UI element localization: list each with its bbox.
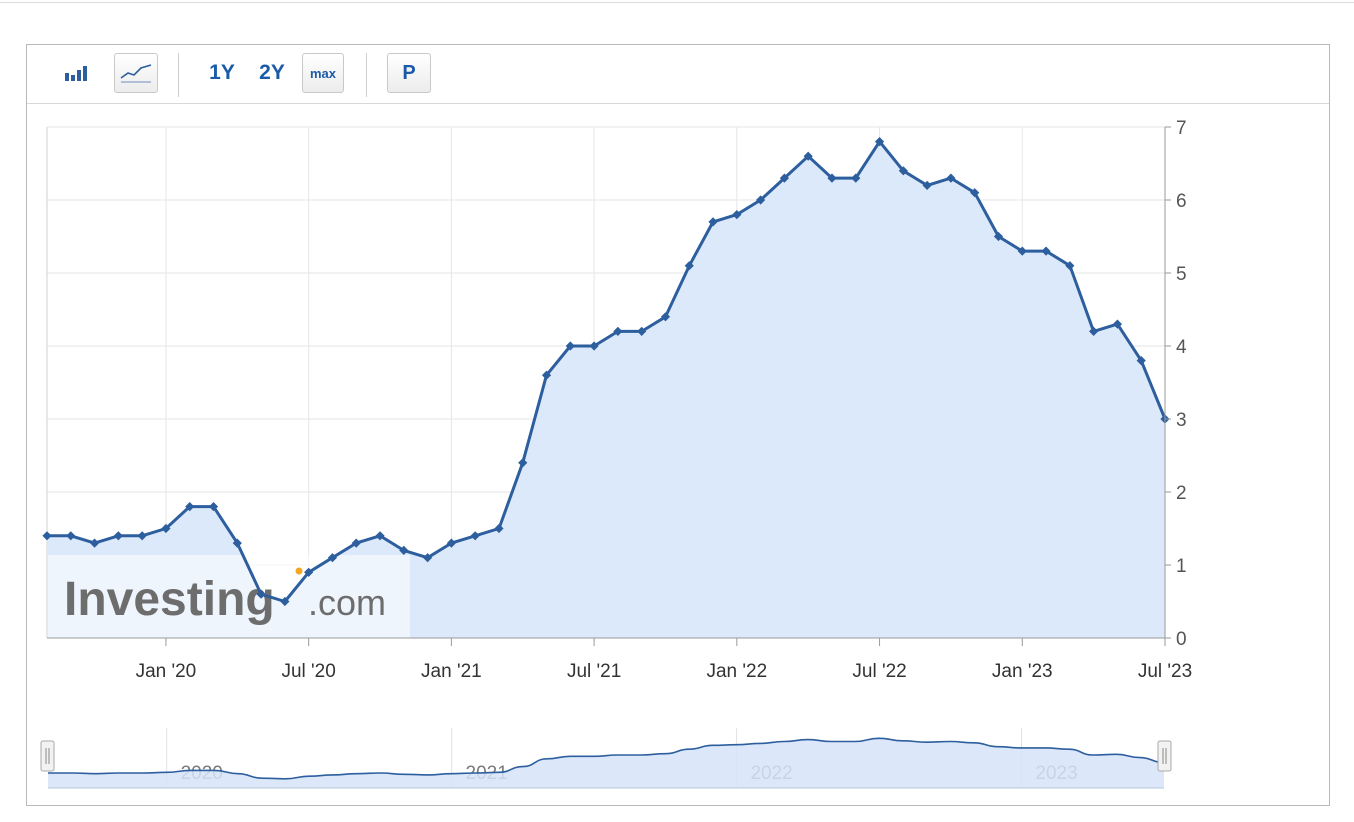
data-point bbox=[922, 180, 932, 190]
data-point bbox=[993, 231, 1004, 242]
data-point bbox=[304, 567, 314, 577]
data-point bbox=[161, 523, 171, 534]
data-point bbox=[399, 545, 409, 555]
data-point bbox=[946, 173, 956, 183]
top-divider bbox=[0, 2, 1354, 3]
x-tick-label: Jul '20 bbox=[281, 661, 335, 682]
data-point bbox=[1136, 356, 1146, 366]
toolbar-separator bbox=[178, 53, 179, 97]
chart-frame bbox=[26, 44, 1330, 806]
data-points bbox=[42, 137, 1170, 607]
navigator-line bbox=[48, 737, 1165, 780]
data-point bbox=[708, 217, 718, 227]
data-point bbox=[732, 210, 742, 220]
data-point bbox=[137, 531, 147, 541]
range-max-button[interactable]: max bbox=[302, 53, 344, 93]
data-point bbox=[351, 538, 361, 548]
data-point bbox=[589, 341, 599, 351]
x-tick-label: Jan '21 bbox=[421, 661, 482, 682]
data-point bbox=[232, 538, 242, 548]
data-point bbox=[280, 596, 290, 607]
data-point bbox=[684, 261, 694, 271]
data-point bbox=[470, 531, 480, 541]
data-point bbox=[756, 195, 766, 205]
data-point bbox=[494, 523, 504, 534]
navigator: 2020202120222023 bbox=[40, 728, 1172, 789]
x-tick-label: Jan '23 bbox=[992, 661, 1053, 682]
handle-box bbox=[1157, 740, 1172, 772]
range-1y-button[interactable]: 1Y bbox=[209, 61, 235, 84]
data-point bbox=[1017, 246, 1027, 256]
series-line bbox=[47, 140, 1167, 603]
y-tick-label: 6 bbox=[1176, 191, 1187, 212]
data-point bbox=[375, 531, 385, 541]
data-point bbox=[874, 137, 885, 147]
y-tick-label: 1 bbox=[1176, 556, 1187, 577]
y-tick-label: 7 bbox=[1176, 118, 1187, 139]
data-point bbox=[518, 458, 528, 468]
y-tick-label: 0 bbox=[1176, 629, 1187, 650]
data-point bbox=[827, 173, 837, 183]
data-point bbox=[803, 151, 813, 161]
data-point bbox=[660, 312, 671, 322]
data-point bbox=[541, 370, 552, 380]
x-tick-label: Jul '21 bbox=[567, 661, 621, 682]
line-chart-button[interactable] bbox=[114, 53, 158, 93]
data-point bbox=[637, 326, 647, 336]
data-point bbox=[613, 326, 623, 336]
data-point bbox=[565, 341, 575, 351]
x-tick-label: Jul '22 bbox=[852, 661, 906, 682]
range-2y-button[interactable]: 2Y bbox=[259, 61, 285, 84]
data-point bbox=[970, 188, 980, 198]
watermark-dot-icon bbox=[295, 567, 303, 575]
data-point bbox=[422, 553, 433, 563]
y-tick-label: 4 bbox=[1176, 337, 1187, 358]
data-point bbox=[898, 166, 908, 176]
data-point bbox=[446, 538, 456, 548]
data-point bbox=[185, 502, 195, 512]
chart-toolbar: 1Y 2Y max P bbox=[27, 45, 1329, 104]
handle-box bbox=[40, 740, 55, 772]
bar-chart-icon bbox=[65, 66, 87, 81]
watermark-suffix: .com bbox=[308, 582, 386, 623]
data-point bbox=[779, 173, 790, 183]
bar-chart-button[interactable] bbox=[55, 53, 95, 93]
x-tick-label: Jan '20 bbox=[136, 661, 197, 682]
data-point bbox=[42, 531, 52, 541]
data-point bbox=[851, 173, 861, 183]
investing-watermark: Investing .com bbox=[48, 555, 410, 638]
x-tick-label: Jul '23 bbox=[1138, 661, 1192, 682]
x-tick-label: Jan '22 bbox=[706, 661, 767, 682]
data-point bbox=[1041, 246, 1051, 256]
data-point bbox=[1112, 319, 1123, 329]
data-point bbox=[327, 553, 338, 563]
data-point bbox=[1065, 261, 1075, 271]
toolbar-separator bbox=[366, 53, 367, 97]
line-chart-icon bbox=[120, 64, 152, 83]
data-point bbox=[208, 502, 219, 512]
data-point bbox=[1089, 326, 1099, 336]
y-tick-label: 3 bbox=[1176, 410, 1187, 431]
y-tick-label: 5 bbox=[1176, 264, 1187, 285]
y-tick-label: 2 bbox=[1176, 483, 1187, 504]
axes: 0 1 2 3 4 5 6 7 Jan '20 Jul '20 Jan '21 Jul '21 Jan … bbox=[47, 118, 1192, 682]
data-point bbox=[113, 531, 123, 541]
data-point bbox=[256, 589, 266, 599]
series-area bbox=[47, 141, 1165, 638]
watermark-brand: Investing bbox=[64, 573, 275, 626]
data-point bbox=[66, 531, 76, 541]
navigator-right-handle[interactable] bbox=[1157, 740, 1172, 772]
data-point bbox=[89, 538, 100, 548]
navigator-left-handle[interactable] bbox=[40, 740, 55, 772]
print-button[interactable]: P bbox=[387, 53, 431, 93]
